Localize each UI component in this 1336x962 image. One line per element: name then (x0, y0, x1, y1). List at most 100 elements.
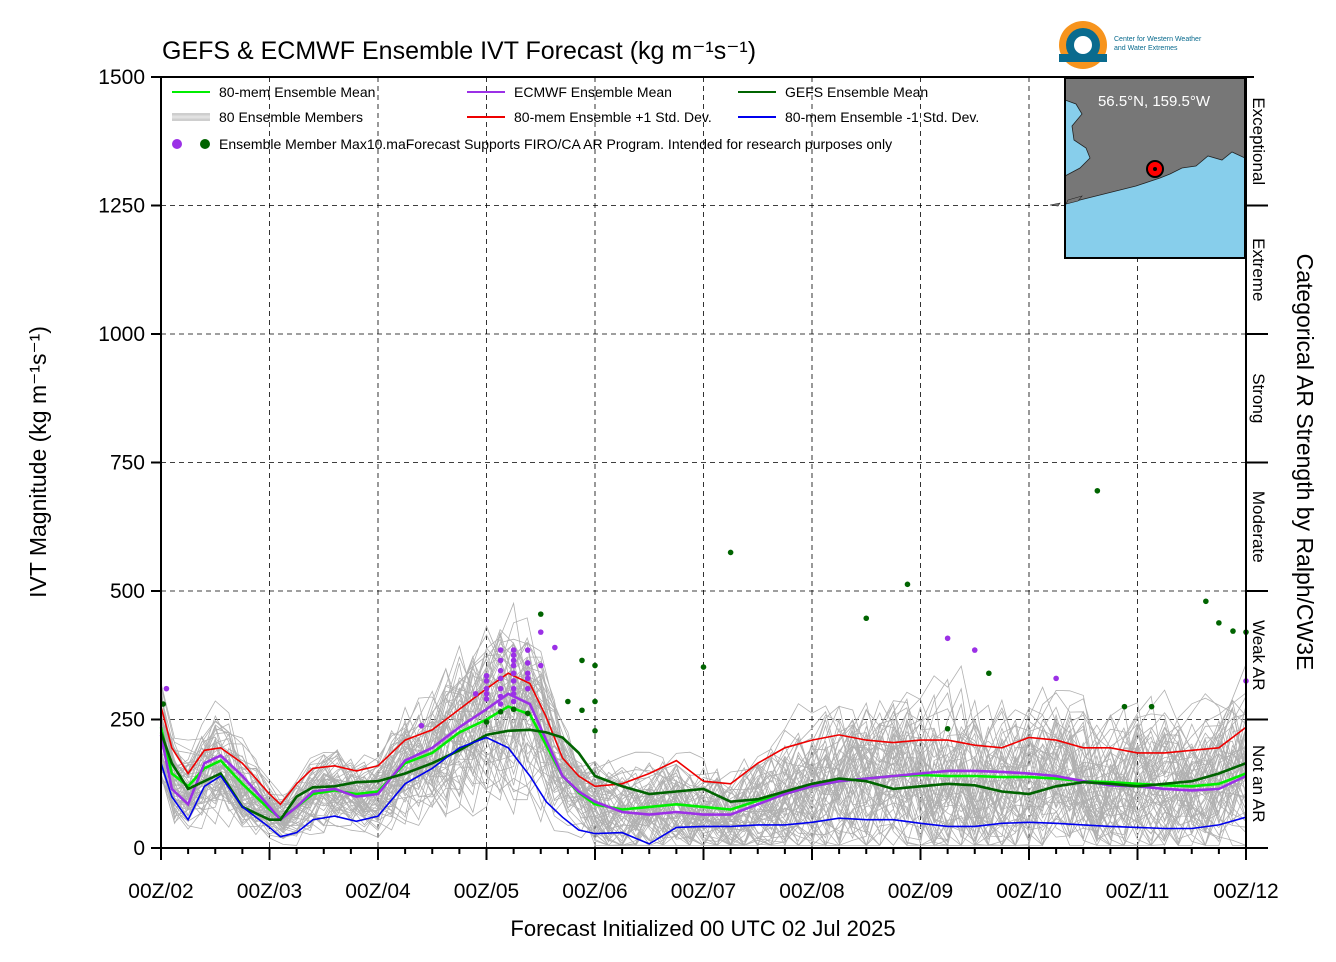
y-axis-ticks: 0 250 500 750 1000 1250 1500 (98, 66, 161, 860)
inset-coordinate-label: 56.5°N, 159.5°W (1098, 93, 1211, 110)
ecmwf-member-max-point (483, 696, 490, 702)
ecmwf-member-max-point (510, 698, 517, 705)
ensemble-member-line (160, 691, 1247, 847)
legend-label: 80-mem Ensemble Mean (219, 84, 375, 100)
legend: 80-mem Ensemble Mean ECMWF Ensemble Mean G… (172, 84, 979, 152)
legend-label: ECMWF Ensemble Mean (514, 84, 672, 100)
x-tick-label: 00Z/07 (671, 880, 736, 903)
gefs-member-max-point (565, 698, 571, 705)
inset-border (1064, 77, 1246, 259)
ecmwf-member-max-point (510, 647, 517, 653)
ecmwf-member-max-point (497, 693, 504, 700)
logo-waves-icon (1059, 54, 1107, 62)
x-tick-label: 00Z/02 (128, 880, 193, 903)
x-tick-label: 00Z/04 (345, 880, 411, 903)
ecmwf-member-max-point (483, 691, 490, 697)
ecmwf-member-max-point (483, 673, 490, 679)
ecmwf-member-max-point (510, 662, 517, 669)
series-line (160, 736, 1247, 845)
ecmwf-member-max-point (552, 644, 558, 651)
gefs-member-max-point (1094, 487, 1101, 494)
category-label: Not an AR (1249, 745, 1268, 823)
gefs-member-max-point (524, 710, 531, 717)
gefs-member-max-point (579, 657, 585, 664)
gefs-member-max-point (944, 725, 951, 732)
ecmwf-member-max-point (497, 647, 504, 653)
ecmwf-member-max-point (497, 675, 504, 682)
x-tick-label: 00Z/03 (237, 880, 302, 903)
ecmwf-member-max-point (510, 657, 517, 664)
x-tick-label: 00Z/10 (996, 880, 1061, 903)
x-tick-label: 00Z/05 (454, 880, 519, 903)
ecmwf-member-max-point (524, 647, 531, 653)
ecmwf-member-max-point (497, 685, 504, 692)
ensemble-member-line (160, 659, 1247, 847)
ecmwf-member-max-point (524, 660, 531, 666)
ecmwf-member-max-point (163, 685, 170, 692)
gefs-member-max-point (579, 707, 585, 714)
category-label: Weak AR (1249, 620, 1268, 691)
legend-label: 80-mem Ensemble +1 Std. Dev. (514, 109, 712, 125)
gefs-member-max-point (592, 698, 598, 705)
ecmwf-member-max-point (510, 685, 517, 692)
category-label: Exceptional (1249, 97, 1268, 185)
ecmwf-member-max-point (524, 670, 531, 677)
ecmwf-member-max-point (497, 701, 504, 707)
y-tick-label: 250 (110, 709, 145, 732)
ecmwf-member-max-point (497, 667, 504, 674)
gefs-member-max-point (986, 670, 992, 677)
ensemble-member-line (160, 658, 1247, 846)
ecmwf-member-max-point (510, 670, 517, 677)
chart-title: GEFS & ECMWF Ensemble IVT Forecast (kg m… (162, 37, 756, 65)
gefs-member-max-point (483, 719, 490, 725)
legend-ecmwf-dot (172, 139, 182, 149)
gefs-member-max-point (1121, 703, 1128, 710)
location-marker-center-icon (1153, 167, 1157, 171)
gefs-member-max-point (863, 615, 870, 622)
y-axis-label: IVT Magnitude (kg m⁻¹s⁻¹) (25, 326, 51, 598)
legend-dots-label: Ensemble Member Max10.maForecast Support… (219, 136, 892, 152)
ecmwf-member-max-point (510, 652, 517, 659)
legend-label: 80 Ensemble Members (219, 109, 363, 125)
x-tick-label: 00Z/11 (1106, 880, 1170, 903)
x-tick-label: 00Z/09 (888, 880, 953, 903)
right-axis-label: Categorical AR Strength by Ralph/CW3E (1292, 254, 1318, 671)
gefs-member-max-point (592, 662, 598, 669)
y-tick-label: 500 (110, 580, 145, 603)
ecmwf-member-max-point (537, 662, 544, 669)
ecmwf-member-max-point (418, 722, 425, 729)
gefs-member-max-point (592, 728, 598, 734)
gefs-member-max-point (1216, 620, 1222, 626)
ecmwf-member-max-point (510, 691, 517, 697)
ensemble-member-line (160, 636, 1247, 847)
ensemble-member-line (160, 654, 1247, 847)
inset-map: 56.5°N, 159.5°W (1049, 77, 1246, 259)
ecmwf-member-max-point (537, 629, 544, 635)
series-lines (159, 672, 1247, 845)
ecmwf-member-max-point (524, 685, 531, 692)
y-tick-label: 1000 (98, 323, 145, 346)
x-tick-label: 00Z/08 (779, 880, 844, 903)
cw3e-logo: Center for Western Weather and Water Ext… (1059, 21, 1202, 69)
legend-gefs-dot (200, 139, 210, 149)
inset-island-chain (1049, 195, 1083, 207)
gefs-member-max-point (1230, 628, 1236, 634)
gefs-member-max-point (700, 664, 707, 670)
y-tick-label: 1500 (98, 66, 145, 89)
x-tick-label: 00Z/12 (1213, 880, 1278, 903)
ecmwf-member-max-point (483, 685, 490, 692)
y-tick-label: 1250 (98, 195, 145, 218)
gefs-member-max-point (510, 706, 517, 713)
ecmwf-member-max-point (510, 678, 517, 684)
ensemble-member-line (160, 666, 1247, 847)
ecmwf-member-max-point (944, 635, 951, 642)
gefs-member-max-point (904, 581, 911, 588)
gefs-member-max-point (1148, 703, 1155, 710)
ensemble-member-line (160, 664, 1247, 846)
logo-line2: and Water Extremes (1114, 45, 1178, 52)
gefs-member-max-point (727, 549, 734, 556)
ecmwf-member-max-point (524, 675, 531, 682)
category-label: Moderate (1249, 491, 1268, 563)
inset-land (1064, 77, 1246, 205)
